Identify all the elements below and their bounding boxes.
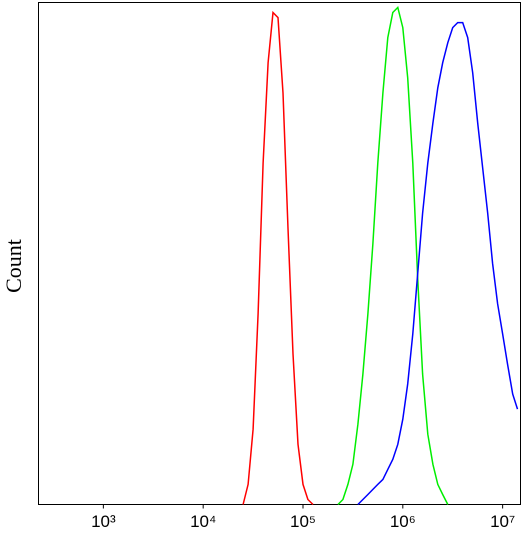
series-line: [242, 10, 314, 506]
x-tick-label: 10⁴: [190, 512, 216, 531]
x-tick-label: 10⁵: [290, 512, 316, 531]
x-tick-label: 10³: [91, 512, 116, 531]
plot-frame: [38, 2, 521, 505]
series-line: [357, 21, 519, 506]
x-tick-label: 10⁶: [390, 512, 416, 531]
y-axis-label: Count: [1, 239, 26, 293]
x-tick-label: 10⁷: [490, 512, 515, 531]
series-line: [337, 6, 449, 506]
